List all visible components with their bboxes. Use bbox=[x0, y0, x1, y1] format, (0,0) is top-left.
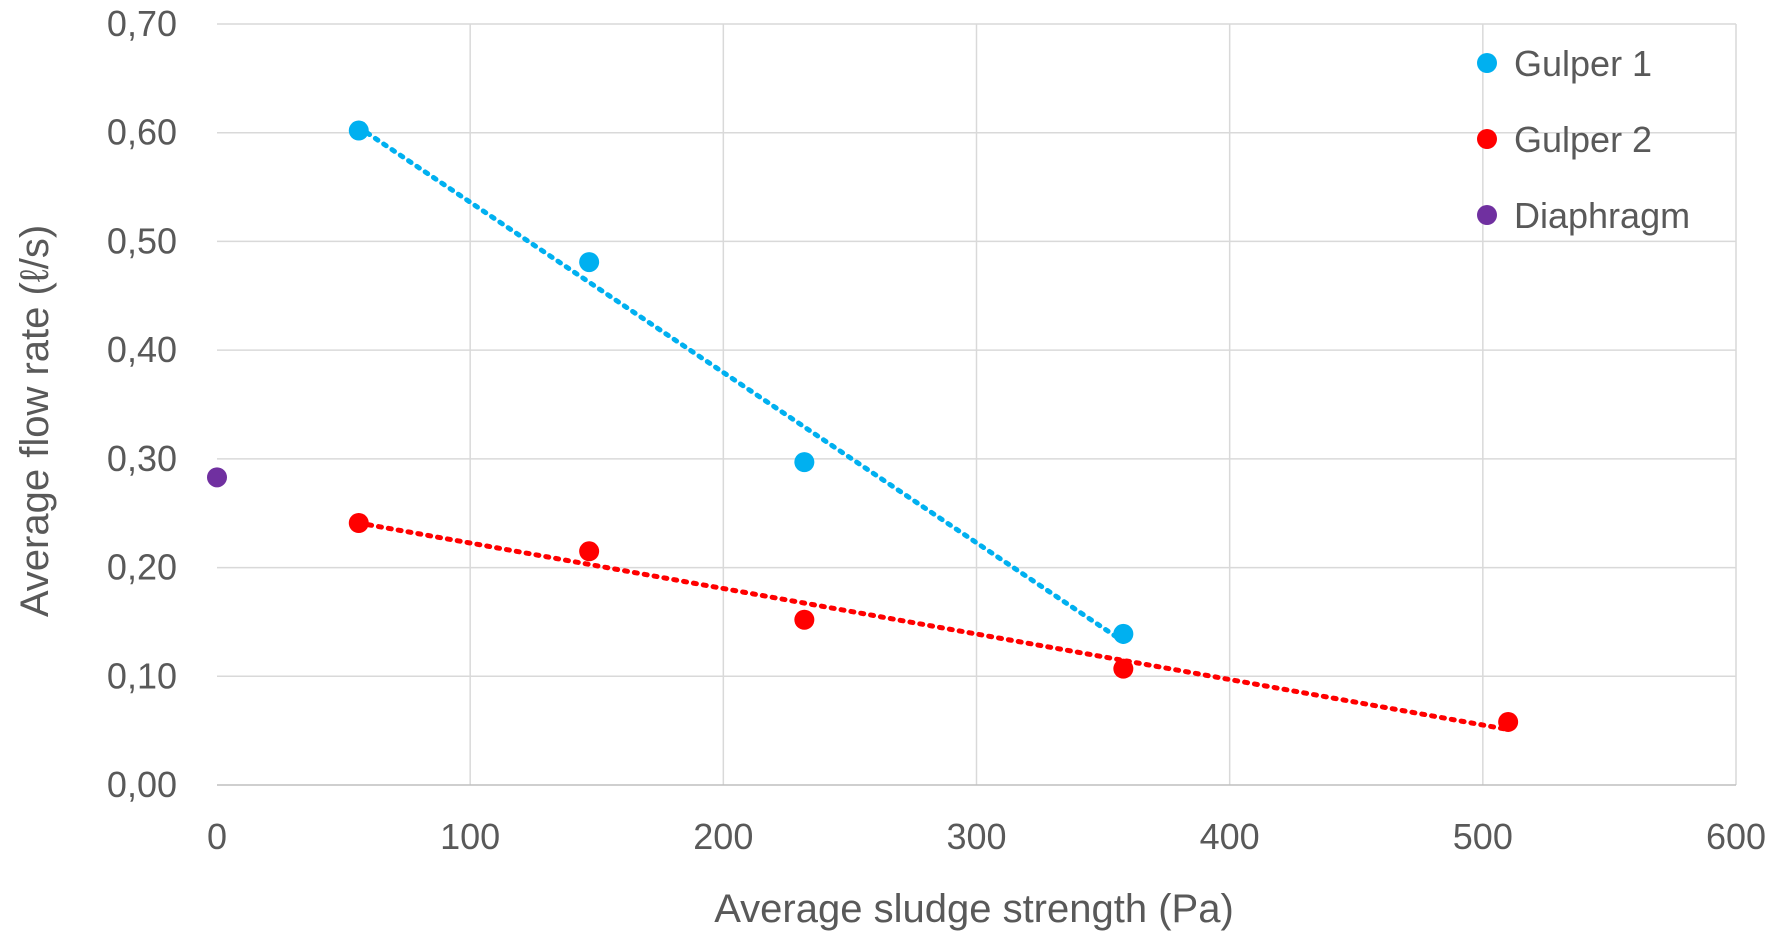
trendlines bbox=[356, 124, 1511, 733]
data-points bbox=[207, 120, 1519, 732]
legend-label-gulper-2: Gulper 2 bbox=[1514, 119, 1652, 160]
legend-label-gulper-1: Gulper 1 bbox=[1514, 43, 1652, 84]
gridlines bbox=[217, 23, 1737, 785]
x-tick-label: 100 bbox=[440, 816, 500, 857]
y-axis-title: Average flow rate (ℓ/s) bbox=[13, 225, 57, 617]
legend-marker-gulper-2 bbox=[1477, 129, 1497, 149]
data-point-gulper-1 bbox=[348, 120, 369, 141]
x-tick-label: 500 bbox=[1453, 816, 1513, 857]
data-point-gulper-2 bbox=[579, 541, 600, 562]
x-tick-label: 0 bbox=[207, 816, 227, 857]
x-axis-title: Average sludge strength (Pa) bbox=[714, 887, 1234, 931]
x-tick-label: 200 bbox=[693, 816, 753, 857]
y-tick-label: 0,70 bbox=[107, 3, 177, 44]
legend: Gulper 1 Gulper 2 Diaphragm bbox=[1477, 43, 1690, 236]
x-tick-label: 600 bbox=[1706, 816, 1766, 857]
data-point-gulper-2 bbox=[1498, 711, 1519, 732]
y-tick-label: 0,30 bbox=[107, 438, 177, 479]
trendline-gulper-1 bbox=[356, 124, 1126, 644]
y-tick-label: 0,60 bbox=[107, 112, 177, 153]
y-tick-label: 0,10 bbox=[107, 655, 177, 696]
data-point-gulper-2 bbox=[1113, 658, 1134, 679]
y-tick-label: 0,50 bbox=[107, 220, 177, 261]
y-tick-label: 0,00 bbox=[107, 764, 177, 805]
legend-marker-gulper-1 bbox=[1477, 53, 1497, 73]
x-tick-label: 400 bbox=[1200, 816, 1260, 857]
data-point-gulper-2 bbox=[348, 512, 369, 533]
trendline-gulper-2 bbox=[356, 520, 1511, 733]
legend-marker-diaphragm bbox=[1477, 205, 1497, 225]
data-point-gulper-2 bbox=[794, 609, 815, 630]
y-tick-label: 0,40 bbox=[107, 329, 177, 370]
data-point-gulper-1 bbox=[794, 452, 815, 473]
y-tick-label: 0,20 bbox=[107, 547, 177, 588]
data-point-gulper-1 bbox=[579, 252, 600, 273]
data-point-gulper-1 bbox=[1113, 623, 1134, 644]
axes: 0 100 200 300 400 500 600 0,00 0,10 0,20 0,30 0,40 0… bbox=[107, 3, 1766, 857]
data-point-diaphragm bbox=[207, 467, 227, 488]
legend-label-diaphragm: Diaphragm bbox=[1514, 195, 1690, 236]
x-tick-label: 300 bbox=[946, 816, 1006, 857]
